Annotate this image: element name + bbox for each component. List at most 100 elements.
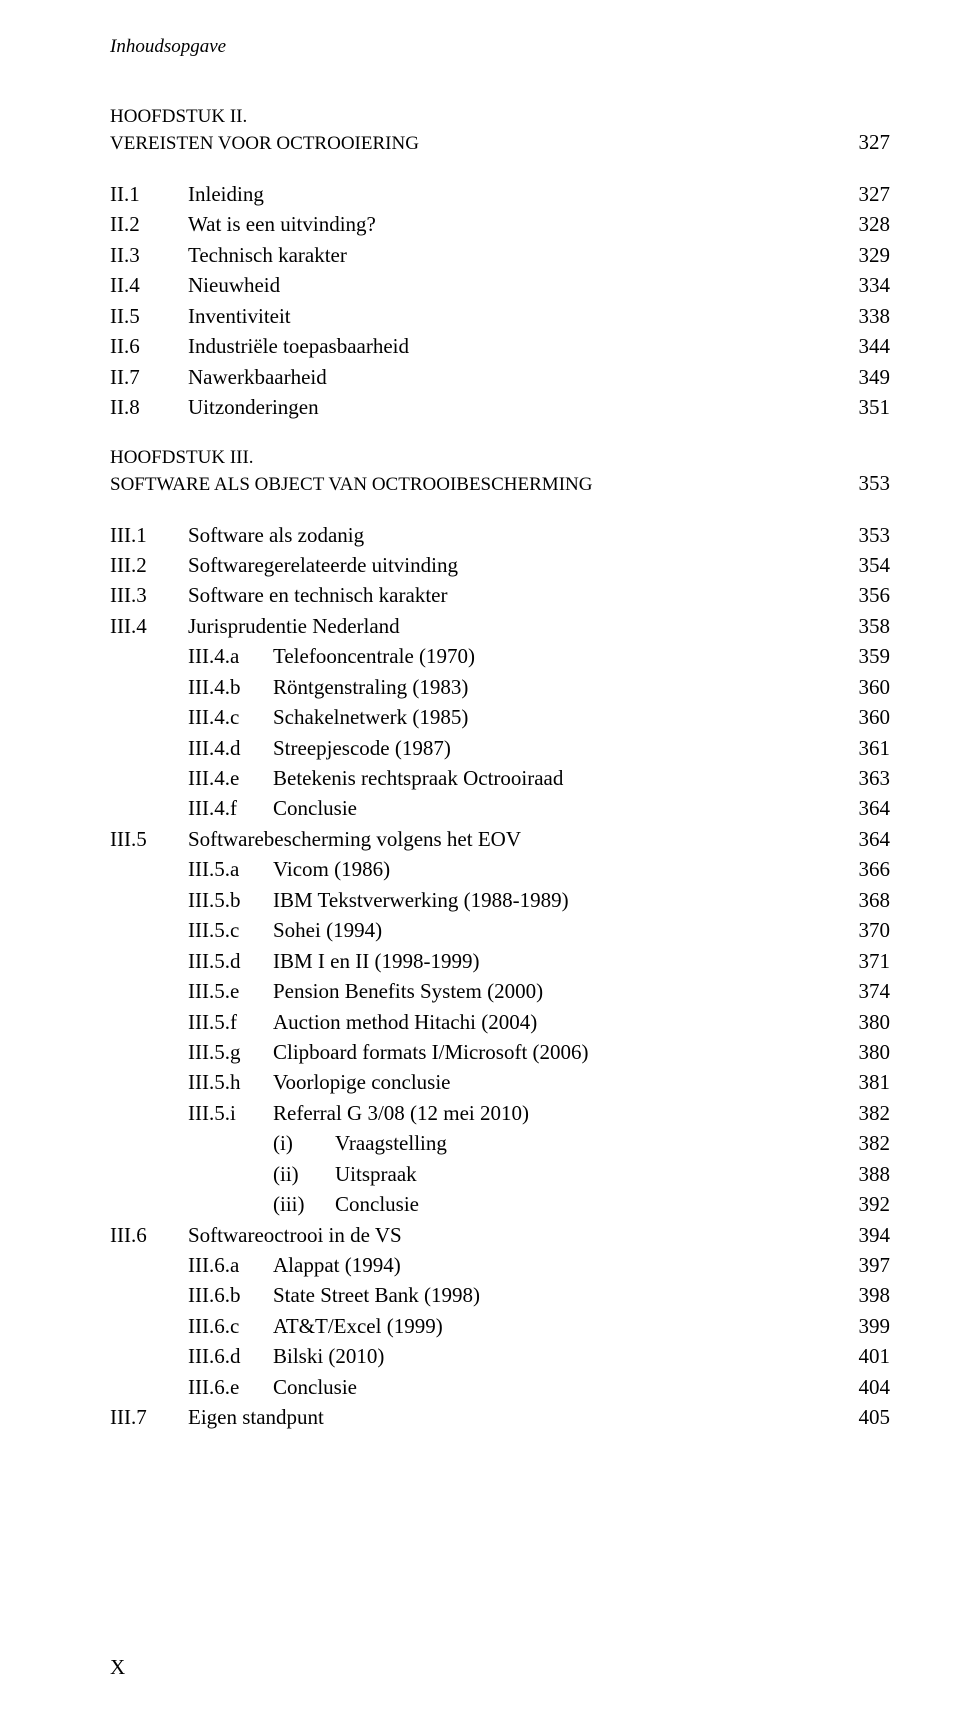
toc-entry: III.6.cAT&T/Excel (1999)399 <box>110 1311 890 1341</box>
toc-entry-label: Clipboard formats I/Microsoft (2006) <box>273 1037 847 1067</box>
toc-entry: III.5.hVoorlopige conclusie381 <box>110 1067 890 1097</box>
toc-entry: III.5Softwarebescherming volgens het EOV… <box>110 824 890 854</box>
toc-entry-label: Vraagstelling <box>335 1128 847 1158</box>
toc-entry-page: 364 <box>847 824 891 854</box>
toc-entry-label: Referral G 3/08 (12 mei 2010) <box>273 1098 847 1128</box>
toc-entry-label: Alappat (1994) <box>273 1250 847 1280</box>
toc-entry-page: 329 <box>847 240 891 270</box>
toc-entry-page: 344 <box>847 331 891 361</box>
toc-entry-label: Softwarebescherming volgens het EOV <box>188 824 847 854</box>
toc-entry-page: 381 <box>847 1067 891 1097</box>
toc-entry-num: III.5.f <box>110 1007 273 1037</box>
toc-entry-num: III.1 <box>110 520 188 550</box>
chapter-3-title-line: SOFTWARE ALS OBJECT VAN OCTROOIBESCHERMI… <box>110 471 890 496</box>
toc-entry-page: 364 <box>847 793 891 823</box>
chapter-3-title: SOFTWARE ALS OBJECT VAN OCTROOIBESCHERMI… <box>110 474 592 496</box>
toc-entry-label: State Street Bank (1998) <box>273 1280 847 1310</box>
toc-entry-page: 397 <box>847 1250 891 1280</box>
chapter-2-items: II.1Inleiding327II.2Wat is een uitvindin… <box>110 179 890 423</box>
running-head: Inhoudsopgave <box>110 36 890 58</box>
toc-entry-page: 338 <box>847 301 891 331</box>
toc-entry: III.5.gClipboard formats I/Microsoft (20… <box>110 1037 890 1067</box>
toc-entry-label: AT&T/Excel (1999) <box>273 1311 847 1341</box>
toc-entry-page: 405 <box>847 1402 891 1432</box>
toc-entry-page: 401 <box>847 1341 891 1371</box>
toc-entry-label: Nawerkbaarheid <box>188 362 847 392</box>
toc-entry-label: Auction method Hitachi (2004) <box>273 1007 847 1037</box>
toc-entry-label: Conclusie <box>335 1189 847 1219</box>
toc-entry-num: III.6.c <box>110 1311 273 1341</box>
toc-entry-label: Industriële toepasbaarheid <box>188 331 847 361</box>
toc-entry: III.5.dIBM I en II (1998-1999)371 <box>110 946 890 976</box>
toc-entry-page: 404 <box>847 1372 891 1402</box>
toc-entry-num: II.5 <box>110 301 188 331</box>
toc-entry: II.7Nawerkbaarheid349 <box>110 362 890 392</box>
toc-entry-num: II.8 <box>110 392 188 422</box>
toc-entry-page: 358 <box>847 611 891 641</box>
toc-entry: II.6Industriële toepasbaarheid344 <box>110 331 890 361</box>
toc-entry-label: Wat is een uitvinding? <box>188 209 847 239</box>
toc-entry-label: Röntgenstraling (1983) <box>273 672 847 702</box>
toc-entry-num: III.4.d <box>110 733 273 763</box>
toc-entry-label: Conclusie <box>273 793 847 823</box>
toc-entry-label: Sohei (1994) <box>273 915 847 945</box>
toc-entry: III.5.iReferral G 3/08 (12 mei 2010)382 <box>110 1098 890 1128</box>
toc-entry-page: 371 <box>847 946 891 976</box>
toc-entry-num: III.6 <box>110 1220 188 1250</box>
toc-entry: III.4.aTelefooncentrale (1970)359 <box>110 641 890 671</box>
chapter-2-title: VEREISTEN VOOR OCTROOIERING <box>110 133 419 155</box>
toc-entry-page: 353 <box>847 520 891 550</box>
toc-entry-label: Voorlopige conclusie <box>273 1067 847 1097</box>
toc-entry-label: IBM I en II (1998-1999) <box>273 946 847 976</box>
toc-entry-page: 374 <box>847 976 891 1006</box>
toc-entry-label: Telefooncentrale (1970) <box>273 641 847 671</box>
toc-entry-page: 356 <box>847 580 891 610</box>
toc-entry: III.5.bIBM Tekstverwerking (1988-1989)36… <box>110 885 890 915</box>
toc-entry-label: Conclusie <box>273 1372 847 1402</box>
toc-entry: III.6.eConclusie404 <box>110 1372 890 1402</box>
toc-entry-label: IBM Tekstverwerking (1988-1989) <box>273 885 847 915</box>
toc-entry-num: III.4.f <box>110 793 273 823</box>
toc-entry-page: 392 <box>847 1189 891 1219</box>
toc-entry-num: II.1 <box>110 179 188 209</box>
toc-entry-label: Softwareoctrooi in de VS <box>188 1220 847 1250</box>
toc-entry-num: (ii) <box>110 1159 335 1189</box>
toc-entry-page: 398 <box>847 1280 891 1310</box>
toc-entry-num: III.6.d <box>110 1341 273 1371</box>
toc-entry: II.4Nieuwheid334 <box>110 270 890 300</box>
toc-entry-num: III.5.b <box>110 885 273 915</box>
toc-entry-label: Bilski (2010) <box>273 1341 847 1371</box>
toc-entry-label: Inventiviteit <box>188 301 847 331</box>
toc-entry-num: III.5.e <box>110 976 273 1006</box>
toc-entry-page: 380 <box>847 1037 891 1067</box>
toc-entry-num: II.2 <box>110 209 188 239</box>
toc-entry-page: 351 <box>847 392 891 422</box>
chapter-2-title-line: VEREISTEN VOOR OCTROOIERING 327 <box>110 130 890 155</box>
toc-entry-label: Vicom (1986) <box>273 854 847 884</box>
toc-entry-page: 361 <box>847 733 891 763</box>
toc-entry-num: III.4.a <box>110 641 273 671</box>
toc-entry-num: III.2 <box>110 550 188 580</box>
toc-entry-label: Technisch karakter <box>188 240 847 270</box>
toc-entry: III.5.ePension Benefits System (2000)374 <box>110 976 890 1006</box>
chapter-3-page: 353 <box>859 471 891 496</box>
toc-entry-page: 360 <box>847 672 891 702</box>
toc-entry: III.4.dStreepjescode (1987)361 <box>110 733 890 763</box>
toc-entry: III.6.aAlappat (1994)397 <box>110 1250 890 1280</box>
toc-entry-num: III.3 <box>110 580 188 610</box>
toc-entry: (iii)Conclusie392 <box>110 1189 890 1219</box>
toc-entry-page: 363 <box>847 763 891 793</box>
toc-entry: III.5.cSohei (1994)370 <box>110 915 890 945</box>
toc-entry-num: II.4 <box>110 270 188 300</box>
toc-entry: II.5Inventiviteit338 <box>110 301 890 331</box>
toc-entry-page: 380 <box>847 1007 891 1037</box>
toc-entry-page: 360 <box>847 702 891 732</box>
toc-entry-page: 368 <box>847 885 891 915</box>
toc-entry-num: III.5.h <box>110 1067 273 1097</box>
toc-entry-num: III.5.d <box>110 946 273 976</box>
toc-entry-num: III.7 <box>110 1402 188 1432</box>
toc-entry-label: Inleiding <box>188 179 847 209</box>
toc-entry-page: 354 <box>847 550 891 580</box>
toc-entry: II.1Inleiding327 <box>110 179 890 209</box>
toc-entry: III.5.aVicom (1986)366 <box>110 854 890 884</box>
